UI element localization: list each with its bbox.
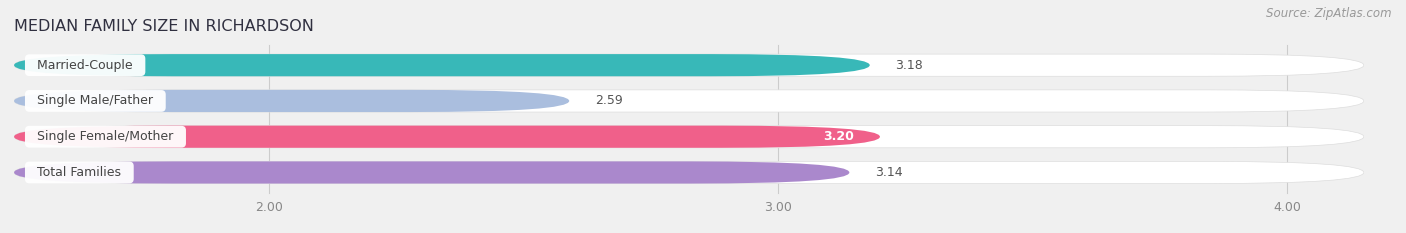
Text: 3.18: 3.18 (896, 59, 922, 72)
Text: Married-Couple: Married-Couple (30, 59, 141, 72)
FancyBboxPatch shape (14, 90, 1364, 112)
Text: Single Female/Mother: Single Female/Mother (30, 130, 181, 143)
Text: Single Male/Father: Single Male/Father (30, 94, 162, 107)
FancyBboxPatch shape (14, 54, 870, 76)
FancyBboxPatch shape (14, 161, 1364, 184)
FancyBboxPatch shape (14, 126, 1364, 148)
FancyBboxPatch shape (14, 126, 880, 148)
FancyBboxPatch shape (14, 161, 849, 184)
Text: 2.59: 2.59 (595, 94, 623, 107)
FancyBboxPatch shape (14, 54, 1364, 76)
Text: Total Families: Total Families (30, 166, 129, 179)
Text: 3.20: 3.20 (824, 130, 855, 143)
FancyBboxPatch shape (14, 90, 569, 112)
Text: Source: ZipAtlas.com: Source: ZipAtlas.com (1267, 7, 1392, 20)
Text: MEDIAN FAMILY SIZE IN RICHARDSON: MEDIAN FAMILY SIZE IN RICHARDSON (14, 19, 314, 34)
Text: 3.14: 3.14 (875, 166, 903, 179)
